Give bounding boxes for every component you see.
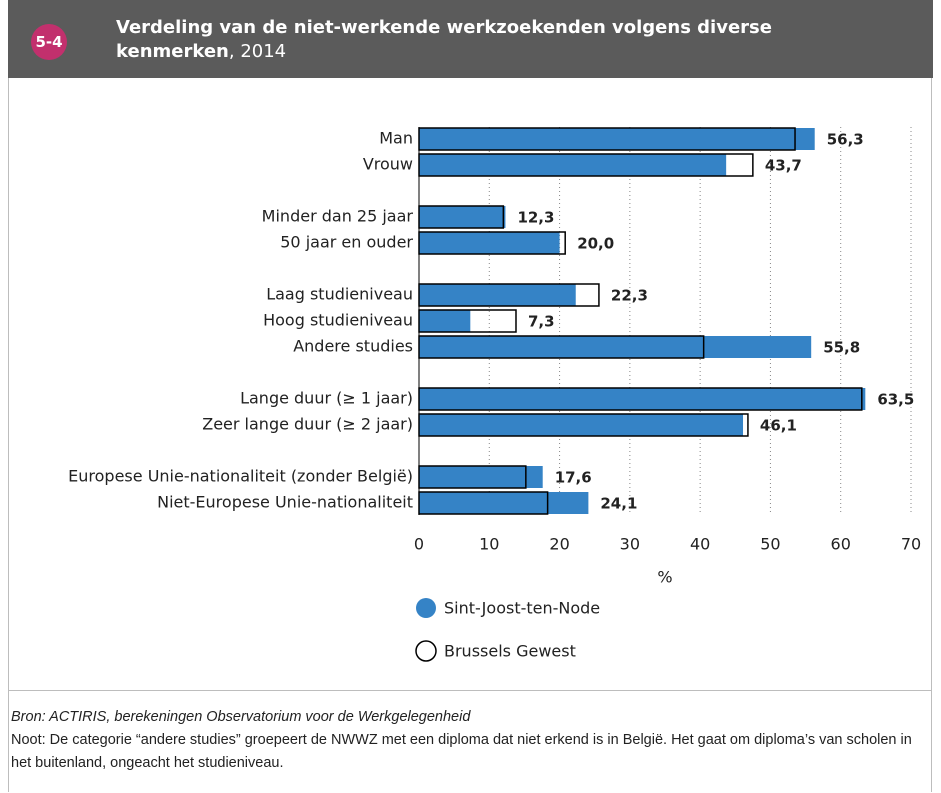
note: Noot: De categorie “andere studies” groe… xyxy=(11,732,912,771)
bar xyxy=(419,154,727,176)
source: Bron: ACTIRIS, berekeningen Observatoriu… xyxy=(11,709,471,725)
x-tick-label: 30 xyxy=(620,535,640,554)
x-axis-label: % xyxy=(657,568,672,587)
x-tick-label: 0 xyxy=(414,535,424,554)
y-tick-label: Minder dan 25 jaar xyxy=(262,207,414,226)
y-tick-label: Niet-Europese Unie-nationaliteit xyxy=(157,493,413,512)
data-label: 22,3 xyxy=(611,287,648,305)
x-tick-label: 20 xyxy=(549,535,569,554)
bar xyxy=(419,414,744,436)
bar xyxy=(419,310,471,332)
chart: 0 10 20 30 40 50 60 70% Man 56,3 Vrouw 43,7 Minder d… xyxy=(68,127,921,662)
frame xyxy=(8,0,932,792)
y-tick-label: Europese Unie-nationaliteit (zonder Belg… xyxy=(68,467,413,486)
y-tick-label: Lange duur (≥ 1 jaar) xyxy=(240,389,413,408)
legend-swatch xyxy=(416,598,436,618)
y-tick-label: Zeer lange duur (≥ 2 jaar) xyxy=(202,415,413,434)
bar xyxy=(419,206,506,228)
data-label: 46,1 xyxy=(760,417,797,435)
bar xyxy=(419,128,815,150)
x-tick-label: 60 xyxy=(831,535,851,554)
y-tick-label: 50 jaar en ouder xyxy=(280,233,413,252)
y-tick-label: Hoog studieniveau xyxy=(263,311,413,330)
x-tick-label: 40 xyxy=(690,535,710,554)
data-label: 20,0 xyxy=(577,235,614,253)
y-tick-label: Vrouw xyxy=(363,155,413,174)
data-label: 7,3 xyxy=(528,313,555,331)
bar xyxy=(419,284,576,306)
y-tick-label: Laag studieniveau xyxy=(266,285,413,304)
data-label: 43,7 xyxy=(765,157,802,175)
data-label: 12,3 xyxy=(517,209,554,227)
bar xyxy=(419,492,589,514)
y-tick-label: Andere studies xyxy=(293,337,413,356)
bar xyxy=(419,336,812,358)
data-label: 17,6 xyxy=(555,469,592,487)
footer: Bron: ACTIRIS, berekeningen Observatoriu… xyxy=(9,690,931,775)
title: Verdeling van de niet-werkende werkzoeke… xyxy=(116,16,856,64)
data-label: 56,3 xyxy=(827,131,864,149)
title-year: , 2014 xyxy=(228,41,287,62)
bar xyxy=(419,232,560,254)
data-label: 55,8 xyxy=(823,339,860,357)
badge: 5-4 xyxy=(31,24,67,60)
legend-label: Brussels Gewest xyxy=(444,642,576,661)
x-tick-label: 10 xyxy=(479,535,499,554)
legend-swatch xyxy=(415,640,437,662)
data-label: 63,5 xyxy=(877,391,914,409)
data-label: 24,1 xyxy=(600,495,637,513)
x-tick-label: 50 xyxy=(760,535,780,554)
legend-label: Sint-Joost-ten-Node xyxy=(444,599,600,618)
bar xyxy=(419,388,866,410)
x-tick-label: 70 xyxy=(901,535,921,554)
bar xyxy=(419,466,543,488)
header xyxy=(8,0,933,78)
y-tick-label: Man xyxy=(379,129,413,148)
title-main: Verdeling van de niet-werkende werkzoeke… xyxy=(116,17,772,62)
